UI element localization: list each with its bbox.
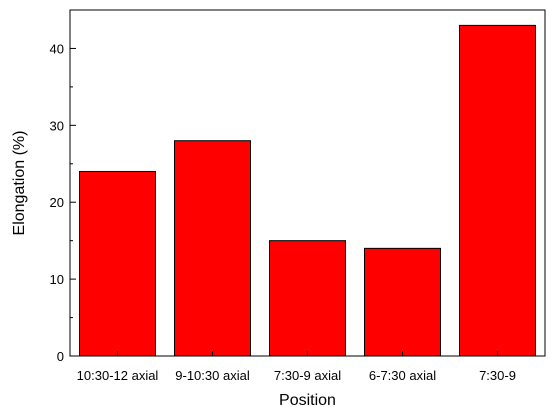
y-axis-title: Elongation (%) [11,131,28,236]
bar-2 [174,140,251,357]
x-tick-label: 7:30-9 [479,368,516,383]
x-axis-ticks: 10:30-12 axial 9-10:30 axial 7:30-9 axial 6… [77,351,516,383]
x-tick-label: 6-7:30 axial [369,368,436,383]
y-tick-label: 10 [50,272,64,287]
x-tick-label: 10:30-12 axial [77,368,159,383]
plot-frame [69,9,546,357]
y-tick-label: 30 [50,118,64,133]
y-tick-label: 0 [57,349,64,364]
y-tick-label: 40 [50,41,64,56]
x-tick-label: 7:30-9 axial [274,368,341,383]
bar-4 [364,247,441,357]
x-axis-title: Position [279,392,336,407]
bars-group [79,24,536,357]
y-axis-ticks: 0 10 20 30 40 [50,41,76,364]
x-tick-label: 9-10:30 axial [175,368,250,383]
y-tick-label: 20 [50,195,64,210]
bar-1 [79,170,156,357]
bar-3 [269,240,346,357]
bar-5 [459,24,536,357]
